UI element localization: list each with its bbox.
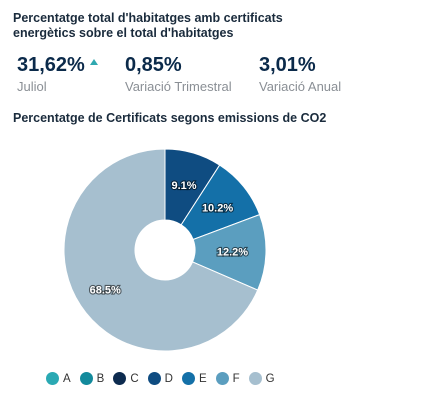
legend-item-C[interactable]: C — [113, 372, 139, 385]
legend-swatch-A — [46, 372, 59, 385]
chart-title: Percentatge de Certificats segons emissi… — [13, 111, 327, 125]
legend-swatch-G — [248, 372, 262, 385]
legend-item-G[interactable]: G — [248, 372, 275, 385]
trend-up-icon — [89, 59, 98, 65]
legend-label-A: A — [63, 372, 71, 385]
legend-swatch-F — [215, 372, 229, 385]
legend-swatch-B — [79, 372, 93, 385]
slice-G[interactable] — [63, 148, 259, 352]
legend-swatch-E — [181, 372, 195, 385]
slice-label-D: 9.1% — [171, 180, 196, 192]
slice-label-F: 12.2% — [217, 247, 248, 259]
legend-label-E: E — [198, 372, 207, 385]
legend-label-B: B — [96, 372, 105, 385]
legend-item-E[interactable]: E — [181, 372, 207, 385]
kpi-annual: 3,01% Variació Anual — [259, 53, 341, 95]
kpi-current: 31,62% Juliol — [17, 53, 98, 95]
kpi-current-label: Juliol — [17, 79, 47, 94]
legend-item-A[interactable]: A — [46, 372, 71, 385]
legend-item-D[interactable]: D — [147, 372, 173, 385]
legend-label-D: D — [164, 372, 173, 385]
slice-label-G: 68.5% — [90, 284, 121, 296]
legend-label-C: C — [130, 372, 139, 385]
kpi-annual-value: 3,01% — [259, 54, 316, 76]
kpi-quarterly-label: Variació Trimestral — [125, 79, 232, 94]
kpi-quarterly: 0,85% Variació Trimestral — [125, 53, 232, 95]
legend-item-F[interactable]: F — [215, 372, 240, 385]
kpi-quarterly-value: 0,85% — [125, 54, 182, 76]
kpi-annual-label: Variació Anual — [259, 79, 342, 94]
page-title: Percentatge total d'habitatges amb certi… — [13, 11, 283, 40]
legend-label-G: G — [265, 372, 275, 385]
kpi-current-value-row: 31,62% — [17, 53, 98, 77]
slice-label-E: 10.2% — [202, 203, 233, 215]
legend-swatch-D — [147, 372, 161, 385]
chart-legend: A B C D E F G — [46, 372, 275, 385]
kpi-current-value: 31,62% — [17, 54, 85, 76]
legend-label-F: F — [232, 372, 240, 385]
legend-item-B[interactable]: B — [79, 372, 105, 385]
legend-swatch-C — [113, 372, 127, 385]
